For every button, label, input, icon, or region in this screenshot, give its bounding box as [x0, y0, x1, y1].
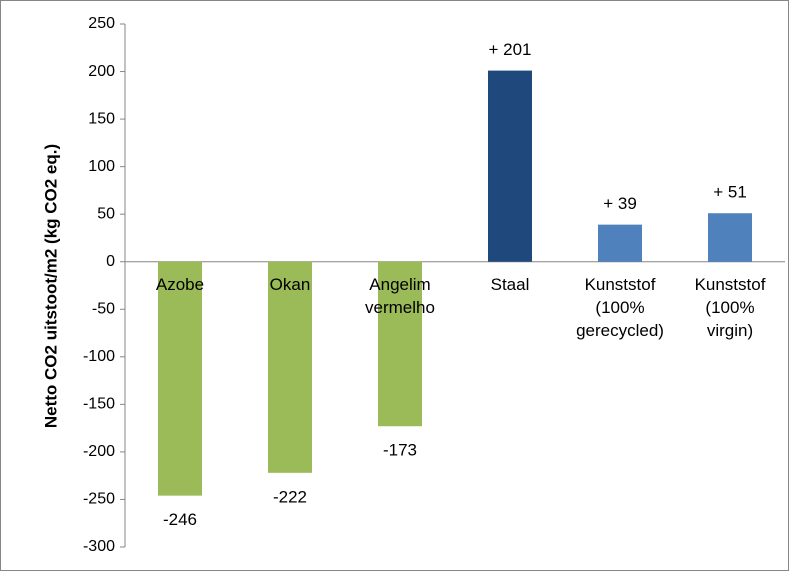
value-label: + 51	[713, 183, 747, 202]
x-tick-label: Azobe	[156, 275, 204, 294]
x-tick-label: Okan	[270, 275, 311, 294]
y-tick-label: 250	[88, 15, 115, 32]
bar	[268, 261, 312, 473]
bar	[378, 261, 422, 427]
bar	[598, 224, 642, 262]
bar	[158, 261, 202, 496]
x-tick-label: Staal	[491, 275, 530, 294]
y-tick-label: 200	[88, 63, 115, 80]
bar	[488, 70, 532, 262]
x-tick-label: virgin)	[707, 321, 753, 340]
x-tick-label: Kunststof	[695, 275, 766, 294]
y-tick-label: 0	[106, 253, 115, 270]
value-label: -173	[383, 441, 417, 460]
y-axis-title: Netto CO2 uitstoot/m2 (kg CO2 eq.)	[41, 144, 60, 428]
x-tick-label: Kunststof	[585, 275, 656, 294]
y-tick-label: 50	[97, 205, 115, 222]
y-tick-label: -50	[92, 300, 115, 317]
y-tick-label: -100	[83, 348, 115, 365]
y-tick-label: 100	[88, 158, 115, 175]
y-tick-label: -250	[83, 491, 115, 508]
bar	[708, 213, 752, 262]
x-tick-label: Angelim	[369, 275, 430, 294]
x-tick-label: (100%	[595, 298, 644, 317]
x-tick-label: vermelho	[365, 298, 435, 317]
value-label: -246	[163, 510, 197, 529]
x-tick-label: gerecycled)	[576, 321, 664, 340]
y-tick-label: 150	[88, 110, 115, 127]
value-label: + 201	[488, 40, 531, 59]
y-tick-label: -200	[83, 443, 115, 460]
value-label: + 39	[603, 194, 637, 213]
y-tick-label: -150	[83, 396, 115, 413]
value-label: -222	[273, 487, 307, 506]
y-tick-label: -300	[83, 538, 115, 555]
x-tick-label: (100%	[705, 298, 754, 317]
